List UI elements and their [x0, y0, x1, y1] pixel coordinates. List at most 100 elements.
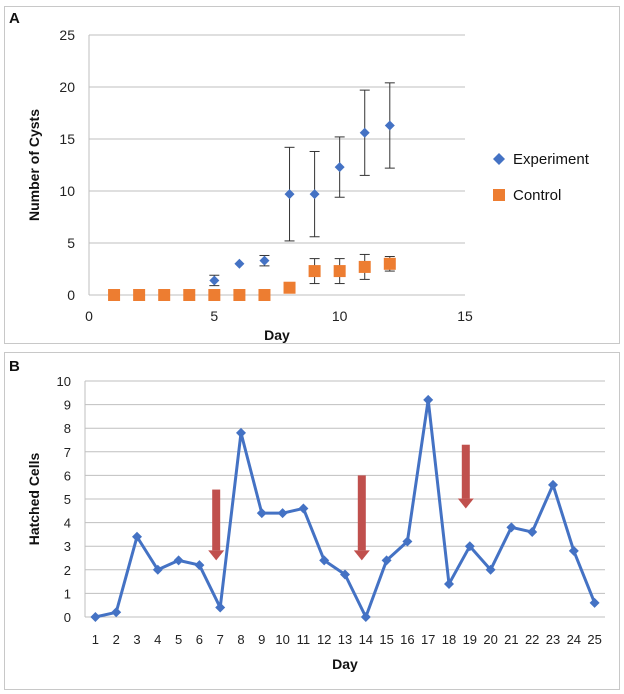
x-tick-label-16: 16 [400, 632, 414, 647]
x-tick-label-6: 6 [196, 632, 203, 647]
y-axis-title: Hatched Cells [26, 452, 42, 545]
chart-a-svg: A 0 5 10 15 20 25 0 5 10 15 Day Number of Cysts Exper… [9, 10, 590, 343]
data-point-day-14 [360, 612, 371, 622]
hatched-cells-line [95, 398, 596, 619]
x-tick-label-25: 25 [587, 632, 601, 647]
data-point-day-16 [402, 536, 413, 547]
y-tick-label-9: 9 [64, 398, 71, 413]
panel-b-letter: B [9, 358, 20, 375]
legend-marker-control [493, 189, 505, 201]
x-tick-label-9: 9 [258, 632, 265, 647]
data-point-day-25 [589, 597, 600, 608]
legend-label-control: Control [513, 187, 561, 204]
y-tick-label-20: 20 [59, 79, 75, 95]
y-tick-label-10: 10 [59, 183, 75, 199]
control-point [283, 281, 296, 294]
y-tick-label-7: 7 [64, 445, 71, 460]
x-tick-label-22: 22 [525, 632, 539, 647]
treatment-arrow-shaft-day-14 [357, 475, 366, 551]
panel-a-letter: A [9, 10, 20, 27]
data-point-day-9 [256, 508, 267, 519]
treatment-arrow-shaft-day-19 [461, 444, 470, 499]
y-tick-label-5: 5 [67, 235, 75, 251]
x-tick-label-21: 21 [504, 632, 518, 647]
x-tick-label-10: 10 [275, 632, 289, 647]
y-tick-label-25: 25 [59, 27, 75, 43]
control-point [383, 257, 396, 270]
y-tick-label-2: 2 [64, 563, 71, 578]
control-point [108, 289, 121, 301]
data-point-day-15 [381, 555, 392, 566]
data-point-day-10 [277, 508, 288, 519]
experiment-point [359, 127, 370, 138]
x-axis-title: Day [332, 656, 358, 672]
panel-b: B 0 1 2 3 4 5 6 7 8 9 10 1 2 3 4 5 6 7 8 9 10 11 12 13 14 15 16 17 18… [4, 352, 620, 690]
x-tick-label-11: 11 [297, 632, 311, 647]
treatment-arrow-head-day-14 [353, 550, 370, 561]
data-point-day-5 [173, 555, 184, 566]
x-tick-label-17: 17 [421, 632, 435, 647]
data-point-day-12 [319, 555, 330, 566]
treatment-arrow-head-day-19 [457, 498, 474, 509]
panel-a: A 0 5 10 15 20 25 0 5 10 15 Day Number of Cysts Exper… [4, 6, 620, 344]
data-point-day-19 [464, 541, 475, 552]
y-tick-label-10: 10 [57, 374, 71, 389]
x-tick-label-15: 15 [457, 308, 473, 324]
x-tick-label-4: 4 [154, 632, 161, 647]
control-point [133, 289, 146, 301]
experiment-point [259, 255, 270, 266]
y-tick-label-6: 6 [64, 468, 71, 483]
control-point [183, 289, 196, 301]
x-tick-label-3: 3 [133, 632, 140, 647]
x-tick-label-13: 13 [338, 632, 352, 647]
experiment-point [234, 258, 245, 269]
data-point-day-17 [423, 394, 434, 405]
data-point-day-4 [152, 564, 163, 575]
x-tick-label-0: 0 [85, 308, 93, 324]
legend-marker-experiment [493, 153, 505, 165]
y-axis-title: Number of Cysts [26, 109, 42, 221]
control-point [233, 289, 246, 301]
control-point [333, 265, 346, 278]
x-tick-label-24: 24 [567, 632, 581, 647]
x-tick-label-20: 20 [483, 632, 497, 647]
y-tick-label-1: 1 [64, 586, 71, 601]
legend-label-experiment: Experiment [513, 151, 590, 168]
experiment-point [384, 120, 395, 131]
x-tick-label-7: 7 [217, 632, 224, 647]
y-tick-label-0: 0 [67, 287, 75, 303]
y-tick-label-4: 4 [64, 516, 71, 531]
data-point-day-2 [111, 607, 122, 618]
data-point-day-1 [90, 612, 101, 622]
data-point-day-8 [236, 427, 246, 438]
control-point [208, 289, 221, 301]
y-tick-label-15: 15 [59, 131, 75, 147]
x-tick-label-10: 10 [332, 308, 348, 324]
x-tick-label-8: 8 [237, 632, 244, 647]
data-point-day-6 [194, 560, 205, 571]
y-tick-label-0: 0 [64, 610, 71, 625]
x-tick-label-1: 1 [92, 632, 99, 647]
x-tick-label-2: 2 [113, 632, 120, 647]
x-tick-label-5: 5 [175, 632, 182, 647]
treatment-arrow-head-day-7 [208, 550, 225, 561]
y-tick-label-8: 8 [64, 421, 71, 436]
treatment-arrow-shaft-day-7 [212, 489, 221, 551]
y-tick-label-5: 5 [64, 492, 71, 507]
x-tick-label-14: 14 [359, 632, 373, 647]
data-point-day-20 [485, 564, 496, 575]
data-point-day-24 [568, 545, 579, 556]
data-point-day-22 [527, 527, 538, 538]
x-tick-label-18: 18 [442, 632, 456, 647]
data-point-day-11 [298, 503, 309, 514]
data-point-day-3 [132, 531, 142, 542]
data-point-day-18 [444, 578, 454, 589]
experiment-point [209, 275, 220, 286]
data-point-day-13 [340, 569, 350, 580]
experiment-point [284, 189, 295, 200]
control-point [158, 289, 171, 301]
x-tick-label-5: 5 [210, 308, 218, 324]
x-axis-title: Day [264, 327, 290, 343]
experiment-point [334, 162, 345, 173]
